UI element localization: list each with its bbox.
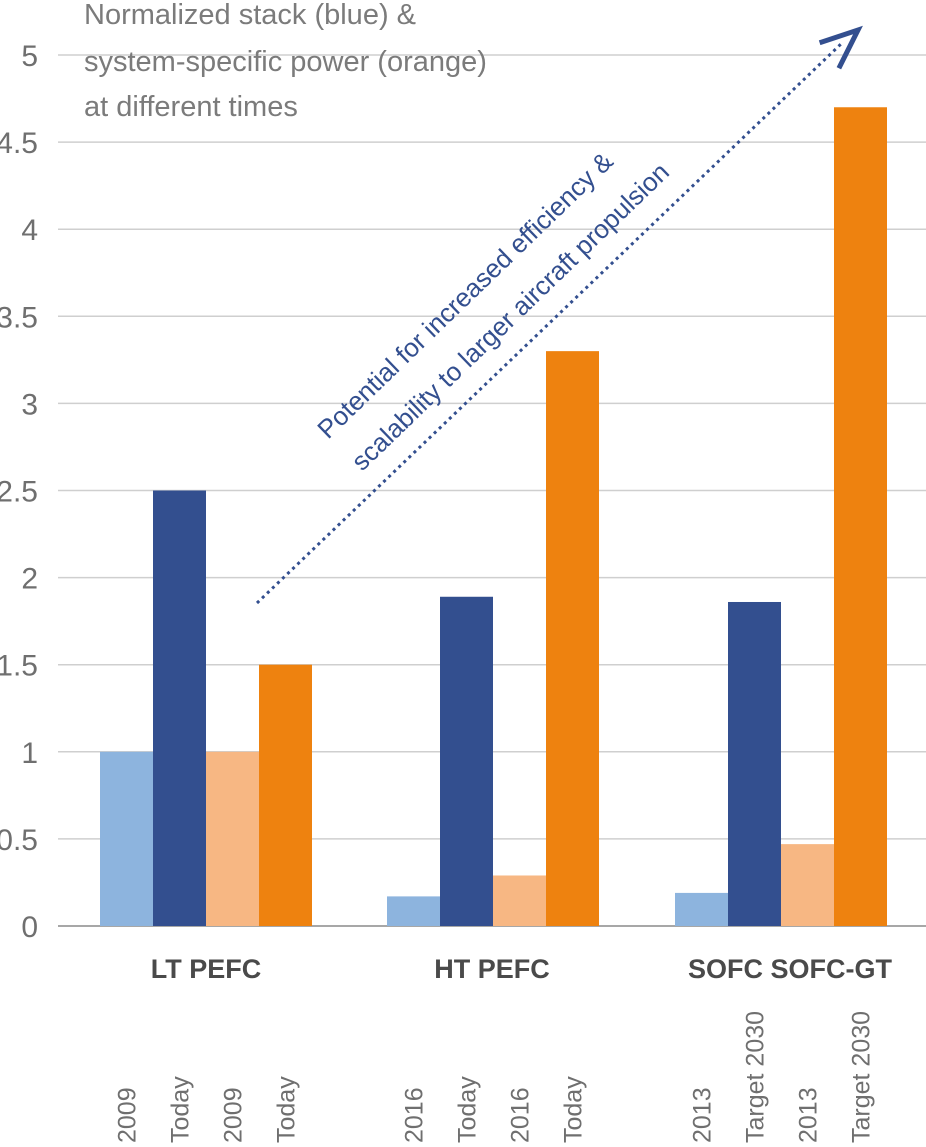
y-axis-ticks: 0 0.5 1 1.5 2 2.5 3 3.5 4 4.5 5 bbox=[0, 40, 38, 944]
y-tick-label: 1 bbox=[21, 737, 38, 770]
bar-category-label: Today bbox=[560, 1076, 588, 1143]
bar-category-label: Today bbox=[454, 1076, 482, 1143]
y-tick-label: 4 bbox=[21, 214, 38, 247]
y-tick-label: 5 bbox=[21, 40, 38, 73]
chart-title: Normalized stack (blue) & system-specifi… bbox=[84, 0, 487, 123]
trend-arrow-line bbox=[255, 41, 844, 605]
bar-category-label: 2013 bbox=[795, 1087, 823, 1143]
bar bbox=[675, 892, 728, 926]
title-line-1: Normalized stack (blue) & bbox=[84, 0, 416, 31]
bar-category-label: 2009 bbox=[114, 1087, 142, 1143]
bar bbox=[153, 490, 206, 926]
bar bbox=[387, 896, 440, 926]
bar-category-label: Target 2030 bbox=[848, 1011, 876, 1143]
title-line-3: at different times bbox=[84, 91, 298, 123]
bar bbox=[834, 107, 887, 926]
bars bbox=[100, 107, 887, 926]
title-line-2: system-specific power (orange) bbox=[84, 46, 487, 78]
trend-arrow-head-icon bbox=[818, 25, 863, 70]
bar-category-label: 2016 bbox=[507, 1087, 535, 1143]
bar-category-label: Today bbox=[273, 1076, 301, 1143]
y-tick-label: 0 bbox=[21, 911, 38, 944]
bar-category-label: 2013 bbox=[689, 1087, 717, 1143]
group-label: HT PEFC bbox=[434, 954, 550, 984]
y-tick-label: 2 bbox=[21, 563, 38, 596]
y-tick-label: 1.5 bbox=[0, 650, 38, 683]
bar-labels: 2009 Today 2009 Today 2016 Today 2016 Today 2013… bbox=[114, 1011, 876, 1143]
bar bbox=[100, 751, 153, 926]
y-tick-label: 2.5 bbox=[0, 476, 38, 509]
bar bbox=[206, 751, 259, 926]
bar bbox=[728, 601, 781, 926]
group-labels: LT PEFC HT PEFC SOFC SOFC-GT bbox=[151, 954, 893, 984]
bar bbox=[546, 351, 599, 926]
bar-category-label: 2016 bbox=[401, 1087, 429, 1143]
bar bbox=[781, 844, 834, 926]
y-tick-label: 3 bbox=[21, 388, 38, 421]
y-tick-label: 0.5 bbox=[0, 824, 38, 857]
group-label: LT PEFC bbox=[151, 954, 262, 984]
bar bbox=[259, 664, 312, 926]
y-tick-label: 4.5 bbox=[0, 127, 38, 160]
bar-category-label: Target 2030 bbox=[742, 1011, 770, 1143]
bar-category-label: Today bbox=[167, 1076, 195, 1143]
bar bbox=[440, 596, 493, 926]
y-tick-label: 3.5 bbox=[0, 301, 38, 334]
bar bbox=[493, 875, 546, 926]
group-label: SOFC SOFC-GT bbox=[688, 954, 892, 984]
bar-category-label: 2009 bbox=[220, 1087, 248, 1143]
